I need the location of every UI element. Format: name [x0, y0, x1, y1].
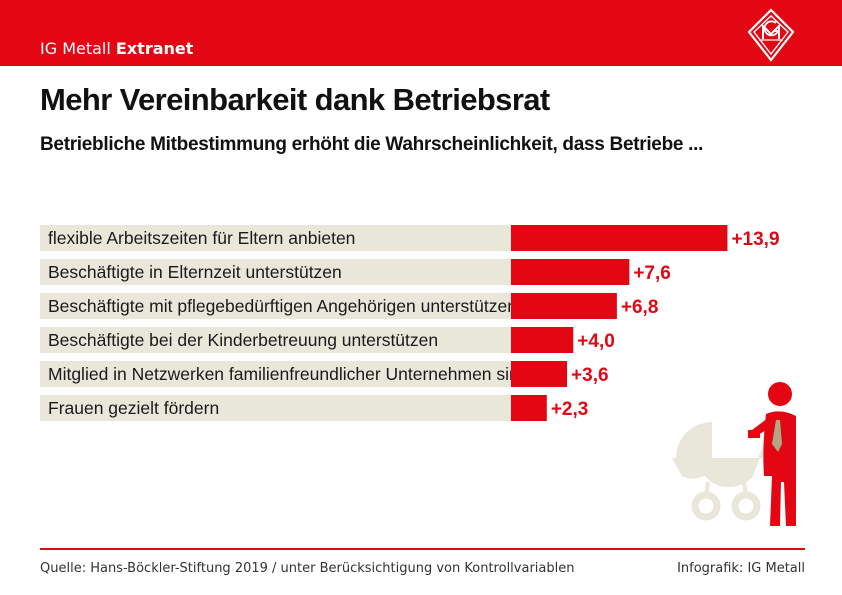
header-bar: IG Metall Extranet: [0, 0, 842, 66]
category-label: Beschäftigte mit pflegebedürftigen Angeh…: [48, 296, 517, 316]
category-label: Frauen gezielt fördern: [48, 398, 219, 418]
brand-prefix: IG Metall: [40, 39, 111, 58]
bar: [511, 361, 568, 387]
category-label: Mitglied in Netzwerken familienfreundlic…: [48, 364, 529, 384]
bar: [511, 225, 728, 251]
ig-metall-logo-icon[interactable]: [746, 8, 796, 62]
parent-with-stroller-icon: [672, 382, 796, 526]
category-label: Beschäftigte bei der Kinderbetreuung unt…: [48, 330, 438, 350]
category-label: Beschäftigte in Elternzeit unterstützen: [48, 262, 342, 282]
bar-chart: flexible Arbeitszeiten für Eltern anbiet…: [40, 225, 780, 421]
category-band: [40, 293, 511, 319]
bar: [511, 293, 617, 319]
bar: [511, 327, 574, 353]
value-label: +7,6: [633, 263, 671, 284]
value-label: +2,3: [551, 399, 589, 420]
category-band: [40, 395, 511, 421]
footer-divider: [40, 548, 805, 550]
bar: [511, 259, 630, 285]
page-subtitle: Betriebliche Mitbestimmung erhöht die Wa…: [40, 134, 704, 155]
brand-label[interactable]: IG Metall Extranet: [40, 39, 193, 58]
value-label: +3,6: [571, 365, 609, 386]
category-band: [40, 361, 511, 387]
source-note: Quelle: Hans-Böckler-Stiftung 2019 / unt…: [40, 561, 575, 576]
page-title: Mehr Vereinbarkeit dank Betriebsrat: [40, 82, 550, 117]
value-label: +13,9: [731, 229, 779, 250]
category-band: [40, 225, 511, 251]
brand-bold: Extranet: [115, 39, 194, 58]
bar: [511, 395, 547, 421]
category-band: [40, 327, 511, 353]
category-band: [40, 259, 511, 285]
value-label: +4,0: [577, 331, 615, 352]
category-label: flexible Arbeitszeiten für Eltern anbiet…: [48, 228, 355, 248]
value-label: +6,8: [621, 297, 659, 318]
credit-note: Infografik: IG Metall: [677, 561, 805, 576]
